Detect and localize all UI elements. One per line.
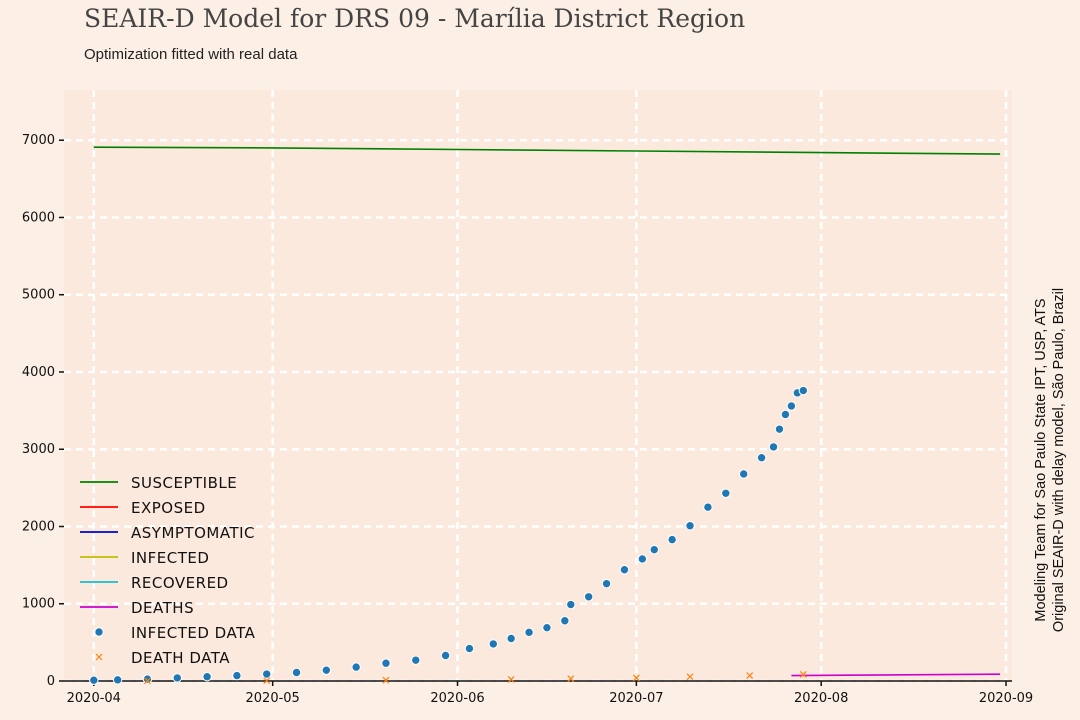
chart-title: SEAIR-D Model for DRS 09 - Marília Distr… — [84, 4, 746, 33]
y-tick-label: 5000 — [22, 288, 55, 303]
infected-data-point — [798, 385, 809, 396]
infected-data-point — [172, 673, 182, 683]
y-tick-label: 1000 — [22, 597, 55, 612]
infected-data-point — [560, 616, 570, 626]
infected-data-point — [703, 502, 713, 512]
infected-data-point — [381, 658, 391, 668]
infected-data-point — [351, 662, 361, 672]
legend-label-deaths: DEATHS — [131, 599, 194, 617]
death-data-point — [382, 676, 390, 684]
infected-data-point — [291, 667, 302, 678]
x-tick-label: 2020-04 — [67, 691, 121, 706]
infected-data-point — [786, 401, 797, 411]
infected-data-point — [202, 672, 212, 682]
death-data-point — [263, 677, 271, 685]
y-tick-label: 3000 — [22, 442, 55, 457]
infected-data-point — [649, 544, 659, 555]
x-tick-label: 2020-06 — [430, 691, 484, 706]
y-tick-label: 7000 — [22, 133, 55, 148]
death-data-point — [567, 675, 575, 683]
y-tick-label: 6000 — [22, 210, 55, 225]
x-tick-label: 2020-09 — [979, 691, 1033, 706]
infected-data-point — [756, 453, 767, 463]
death-data-point — [799, 671, 807, 678]
infected-data-point — [89, 675, 99, 685]
plot-area — [64, 90, 1012, 681]
legend-label-infected: INFECTED — [131, 549, 209, 567]
susceptible-line — [93, 146, 1001, 155]
legend-label-susceptible: SUSCEPTIBLE — [131, 474, 237, 492]
infected-data-point — [619, 565, 630, 575]
infected-data-point — [721, 488, 731, 498]
infected-data-point — [321, 665, 332, 675]
infected-data-point — [488, 639, 498, 649]
infected-data-point — [768, 442, 779, 452]
y-tick-label: 4000 — [22, 365, 55, 380]
infected-data-point — [685, 521, 695, 531]
legend-swatch-death-data — [95, 653, 103, 661]
infected-data-point — [232, 670, 242, 681]
death-data-point — [686, 673, 694, 681]
infected-data-point — [262, 669, 272, 679]
infected-data-point — [411, 655, 421, 665]
infected-data-point — [524, 627, 534, 638]
infected-data-point — [780, 409, 791, 420]
x-tick-label: 2020-07 — [609, 691, 663, 706]
infected-data-point — [667, 534, 677, 545]
infected-data-point — [464, 643, 475, 654]
infected-data-point — [142, 674, 153, 684]
infected-data-point — [112, 675, 123, 685]
infected-data-point — [440, 650, 451, 661]
infected-data-point — [566, 599, 576, 610]
death-data-point — [632, 674, 640, 682]
legend-label-exposed: EXPOSED — [131, 499, 206, 517]
infected-data-point — [738, 469, 749, 479]
infected-data-point — [601, 578, 612, 589]
chart-subtitle: Optimization fitted with real data — [84, 46, 298, 63]
legend-label-infected-data: INFECTED DATA — [131, 624, 256, 642]
deaths-line — [791, 673, 1001, 677]
infected-data-point — [506, 633, 516, 644]
y-tick-label: 0 — [47, 674, 55, 689]
death-data-point — [144, 677, 151, 685]
legend-swatch-infected-data — [94, 627, 104, 637]
x-tick-label: 2020-08 — [794, 691, 848, 706]
legend-label-asymptomatic: ASYMPTOMATIC — [131, 524, 255, 542]
death-data-point — [507, 676, 515, 683]
infected-data-point — [542, 622, 552, 633]
legend-label-recovered: RECOVERED — [131, 574, 229, 592]
infected-data-point — [637, 554, 648, 564]
infected-data-point — [774, 424, 785, 434]
legend-label-death-data: DEATH DATA — [131, 649, 230, 667]
y-tick-label: 2000 — [22, 519, 55, 534]
death-data-point — [746, 672, 754, 680]
x-tick-label: 2020-05 — [246, 691, 300, 706]
infected-data-point — [583, 592, 594, 602]
